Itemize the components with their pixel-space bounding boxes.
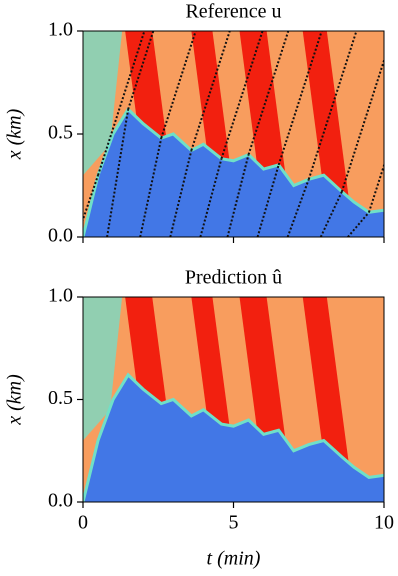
field-front: [83, 372, 384, 502]
characteristic-line: [277, 31, 323, 166]
field-low-region: [83, 109, 384, 237]
characteristic-line: [139, 137, 163, 237]
characteristic-line: [169, 150, 193, 237]
panel-title: Reference u: [185, 1, 281, 23]
y-tick-label: 0.0: [48, 225, 73, 247]
characteristic-line: [319, 191, 343, 237]
characteristic-line: [247, 31, 290, 155]
characteristic-line: [106, 109, 130, 237]
characteristic-line: [83, 174, 99, 223]
y-tick-label: 0.5: [48, 387, 73, 409]
x-axis-label: t (min): [207, 548, 261, 570]
field-stripe: [302, 297, 354, 502]
y-axis-label: x (km): [4, 108, 26, 160]
characteristic-line: [160, 31, 197, 139]
x-tick-label: 10: [374, 512, 394, 534]
characteristic-line: [97, 31, 146, 176]
characteristic-line: [256, 164, 280, 237]
field-front: [83, 106, 384, 237]
field-left-region: [83, 297, 123, 441]
panel-title: Prediction û: [185, 267, 282, 289]
characteristic-line: [347, 211, 370, 237]
field-low-region: [83, 374, 384, 502]
characteristic-line: [127, 31, 155, 110]
heatmap-field: [83, 31, 384, 237]
y-tick-label: 1.0: [48, 19, 73, 41]
y-axis-label: x (km): [4, 374, 26, 426]
characteristic-line: [190, 31, 231, 151]
y-tick-label: 0.5: [48, 122, 73, 144]
y-tick-label: 1.0: [48, 285, 73, 307]
y-tick-label: 0.0: [48, 490, 73, 512]
field-stripe: [302, 31, 354, 237]
characteristic-line: [199, 158, 223, 237]
x-tick-label: 5: [229, 512, 239, 534]
heatmap-field: [83, 297, 384, 502]
characteristic-line: [340, 57, 384, 192]
characteristic-line: [307, 31, 358, 180]
field-left-region: [83, 31, 123, 176]
x-tick-label: 0: [78, 512, 88, 534]
